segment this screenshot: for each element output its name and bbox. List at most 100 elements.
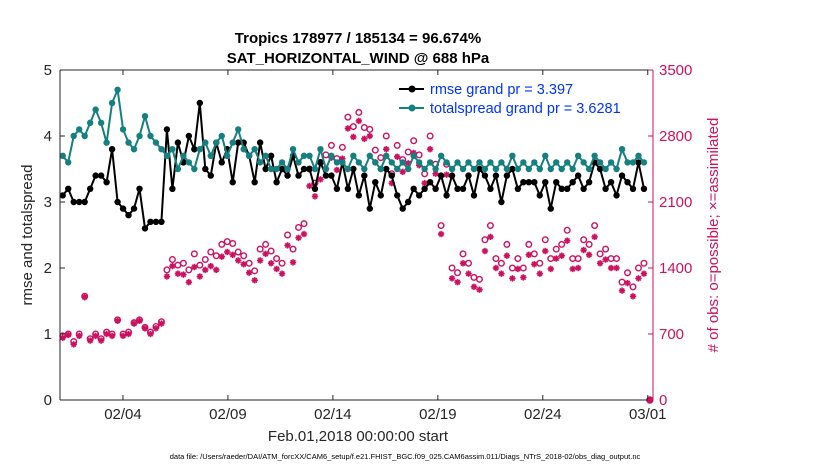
rmse-marker xyxy=(196,99,204,107)
spread-marker xyxy=(300,152,308,159)
legend: rmse grand pr = 3.397 totalspread grand … xyxy=(395,76,647,118)
spread-marker xyxy=(487,159,494,166)
rmse-marker xyxy=(372,179,379,186)
obs-assimilated-marker xyxy=(70,341,77,348)
obs-possible-marker xyxy=(196,261,204,269)
spread-marker xyxy=(180,152,187,159)
spread-marker xyxy=(267,165,275,173)
rmse-marker xyxy=(503,172,511,179)
obs-possible-marker xyxy=(344,113,352,121)
obs-assimilated-marker xyxy=(169,262,176,270)
spread-marker xyxy=(459,165,467,173)
obs-assimilated-marker xyxy=(229,251,236,258)
obs-assimilated-marker xyxy=(65,331,72,339)
rmse-marker xyxy=(125,212,132,219)
obs-possible-marker xyxy=(552,245,560,253)
spread-marker xyxy=(256,159,264,166)
spread-marker xyxy=(404,165,412,173)
spread-marker xyxy=(81,132,88,140)
obs-possible-marker xyxy=(267,247,275,255)
obs-assimilated-marker xyxy=(454,278,461,286)
rmse-marker xyxy=(300,165,308,173)
rmse-marker xyxy=(399,205,406,212)
rmse-marker xyxy=(465,172,472,179)
obs-assimilated-marker xyxy=(520,274,527,281)
spread-marker xyxy=(547,165,554,173)
rmse-marker xyxy=(273,179,280,186)
rmse-marker xyxy=(75,198,83,206)
obs-assimilated-marker xyxy=(394,153,401,160)
y-tick-label: 1 xyxy=(44,326,52,343)
spread-marker xyxy=(514,165,522,173)
rmse-marker xyxy=(536,192,543,199)
obs-assimilated-marker xyxy=(448,275,456,282)
x-tick-label: 02/04 xyxy=(104,406,142,423)
rmse-marker xyxy=(547,205,554,212)
x-axis-label: Feb.01,2018 00:00:00 start xyxy=(268,428,449,445)
obs-possible-marker xyxy=(634,264,642,272)
spread-marker xyxy=(75,126,83,133)
spread-marker xyxy=(202,139,209,146)
rmse-marker xyxy=(163,126,171,133)
obs-assimilated-marker xyxy=(525,251,533,258)
rmse-marker xyxy=(361,172,368,179)
y2-tick-label: 2100 xyxy=(659,194,692,211)
obs-possible-marker xyxy=(602,245,610,253)
obs-assimilated-marker xyxy=(267,260,275,267)
y2-tick-label: 3500 xyxy=(659,62,692,79)
obs-assimilated-marker xyxy=(498,270,505,277)
rmse-marker xyxy=(558,185,565,192)
obs-assimilated-marker xyxy=(185,278,193,286)
y-axis-label: rmse and totalspread xyxy=(19,165,36,306)
spread-marker xyxy=(355,159,363,166)
obs-assimilated-marker xyxy=(613,264,620,272)
obs-assimilated-marker xyxy=(141,325,149,332)
rmse-marker xyxy=(607,179,615,186)
rmse-marker xyxy=(191,146,198,153)
obs-assimilated-marker xyxy=(152,325,160,332)
rmse-marker xyxy=(185,132,193,140)
rmse-marker xyxy=(410,185,417,192)
obs-possible-marker xyxy=(580,236,588,244)
rmse-marker xyxy=(388,172,395,179)
rmse-marker xyxy=(235,139,242,146)
spread-marker xyxy=(476,159,483,166)
obs-assimilated-marker xyxy=(191,263,198,271)
obs-assimilated-marker xyxy=(136,317,143,324)
obs-assimilated-marker xyxy=(240,261,247,268)
spread-marker xyxy=(542,152,549,159)
rmse-marker xyxy=(640,185,648,192)
obs-possible-marker xyxy=(262,240,270,248)
spread-marker xyxy=(448,165,456,173)
spread-marker xyxy=(218,132,225,140)
spread-marker xyxy=(70,132,77,140)
rmse-marker xyxy=(317,159,324,166)
obs-possible-marker xyxy=(234,248,242,256)
spread-marker xyxy=(207,152,214,159)
obs-possible-marker xyxy=(525,240,533,248)
obs-possible-marker xyxy=(300,220,308,228)
spread-marker xyxy=(103,139,110,146)
y2-tick-label: 700 xyxy=(659,326,684,343)
rmse-marker xyxy=(207,172,214,179)
obs-assimilated-marker xyxy=(591,233,598,241)
rmse-marker xyxy=(624,179,631,186)
obs-assimilated-marker xyxy=(81,294,88,301)
x-tick-label: 02/24 xyxy=(524,406,562,423)
rmse-marker xyxy=(119,205,127,212)
rmse-marker xyxy=(525,179,533,186)
rmse-marker xyxy=(421,185,428,192)
obs-assimilated-marker xyxy=(75,332,83,340)
obs-assimilated-marker xyxy=(585,251,593,258)
rmse-marker xyxy=(86,185,94,192)
rmse-marker xyxy=(569,179,576,186)
spread-marker xyxy=(410,152,417,159)
obs-assimilated-marker xyxy=(481,247,489,255)
rmse-marker xyxy=(103,179,110,186)
obs-assimilated-marker xyxy=(487,233,494,241)
rmse-marker xyxy=(415,192,423,199)
obs-possible-marker xyxy=(377,154,385,162)
obs-assimilated-marker xyxy=(202,266,209,274)
